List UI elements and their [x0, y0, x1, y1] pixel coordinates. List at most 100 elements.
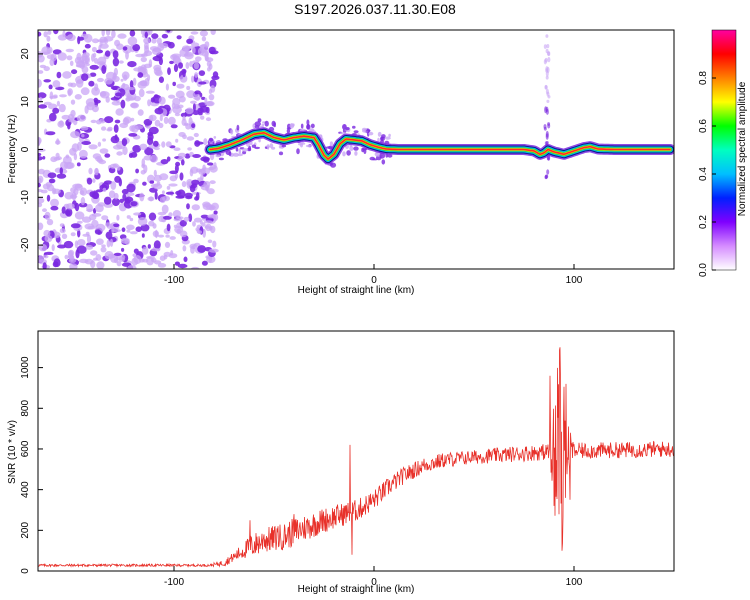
y-tick-label: -10 — [20, 190, 31, 205]
noise-speckle — [57, 244, 67, 249]
noise-speckle — [74, 94, 82, 100]
noise-speckle — [53, 258, 61, 268]
ridge-feature-speckle — [543, 126, 547, 131]
noise-speckle — [208, 248, 219, 253]
noise-speckle — [76, 239, 86, 247]
y-tick-label: 800 — [20, 400, 31, 417]
noise-speckle — [75, 249, 80, 259]
noise-speckle — [120, 99, 126, 109]
noise-speckle — [170, 124, 178, 129]
noise-speckle — [192, 154, 202, 158]
noise-speckle — [194, 141, 204, 145]
spectrogram-ridge — [204, 34, 674, 180]
noise-speckle — [212, 71, 219, 78]
noise-speckle — [62, 71, 72, 79]
noise-speckle — [141, 233, 145, 238]
ridge-halo-speckle — [306, 119, 310, 126]
ridge-halo-speckle — [213, 136, 217, 139]
noise-speckle — [105, 30, 111, 36]
y-tick-label: 10 — [20, 96, 31, 108]
noise-speckle — [50, 205, 59, 211]
noise-speckle — [147, 74, 151, 82]
noise-speckle — [148, 114, 157, 122]
ridge-halo-speckle — [329, 141, 333, 146]
noise-speckle — [175, 190, 182, 196]
noise-speckle — [163, 116, 169, 124]
noise-speckle — [190, 100, 197, 104]
noise-speckle — [38, 137, 41, 146]
noise-speckle — [43, 31, 48, 38]
noise-speckle — [67, 89, 72, 97]
noise-speckle — [114, 119, 121, 124]
noise-speckle — [46, 184, 55, 192]
noise-speckle — [48, 84, 53, 90]
ridge-feature-speckle — [544, 57, 548, 63]
noise-speckle — [74, 202, 80, 212]
ridge-feature-speckle — [545, 68, 549, 73]
noise-speckle — [105, 222, 111, 227]
noise-speckle — [90, 119, 97, 124]
ridge-halo-speckle — [300, 123, 304, 129]
ridge-halo-speckle — [278, 151, 284, 156]
ridge-halo-speckle — [289, 123, 294, 129]
noise-speckle — [38, 175, 44, 184]
noise-speckle — [189, 61, 193, 67]
noise-speckle — [110, 181, 117, 190]
x-tick-label: -100 — [164, 577, 184, 588]
noise-speckle — [199, 30, 208, 37]
noise-speckle — [52, 107, 60, 114]
ridge-halo-speckle — [266, 144, 270, 150]
noise-speckle — [140, 80, 147, 86]
y-tick-label: -20 — [20, 237, 31, 252]
ridge-halo-speckle — [330, 162, 337, 168]
noise-speckle — [153, 64, 162, 72]
noise-speckle — [149, 180, 155, 184]
noise-speckle — [81, 65, 89, 74]
noise-speckle — [82, 52, 90, 58]
noise-speckle — [42, 208, 47, 213]
noise-speckle — [59, 167, 63, 175]
ridge-halo-speckle — [273, 122, 277, 128]
noise-speckle — [179, 220, 187, 227]
noise-speckle — [205, 223, 212, 232]
noise-speckle — [105, 231, 113, 240]
noise-speckle — [179, 230, 188, 238]
noise-speckle — [88, 144, 98, 150]
noise-speckle — [109, 163, 118, 169]
noise-speckle — [164, 241, 171, 248]
noise-speckle — [99, 148, 109, 154]
noise-speckle — [107, 126, 113, 131]
noise-speckle — [64, 254, 69, 260]
ridge-halo-speckle — [325, 146, 332, 149]
noise-speckle — [198, 168, 206, 175]
y-tick-label: 20 — [20, 48, 31, 60]
noise-speckle — [165, 191, 175, 195]
noise-speckle — [150, 248, 161, 252]
noise-speckle — [154, 119, 161, 127]
noise-speckle — [155, 70, 163, 77]
noise-speckle — [156, 37, 162, 45]
ridge-feature-speckle — [545, 75, 549, 80]
noise-speckle — [189, 243, 198, 250]
noise-speckle — [186, 38, 194, 44]
ridge-halo-speckle — [258, 138, 261, 143]
noise-speckle — [186, 136, 195, 141]
noise-speckle — [41, 51, 50, 55]
noise-speckle — [133, 95, 141, 102]
noise-speckle — [47, 172, 57, 179]
noise-speckle — [148, 220, 155, 227]
ridge-halo-speckle — [361, 127, 367, 132]
noise-speckle — [184, 153, 191, 159]
noise-speckle — [182, 47, 187, 52]
noise-speckle — [144, 31, 148, 39]
noise-speckle — [111, 75, 120, 83]
noise-speckle — [86, 208, 94, 212]
spectrogram-y-axis-label: Frequency (Hz) — [7, 115, 18, 184]
noise-speckle — [108, 190, 116, 199]
noise-speckle — [117, 33, 127, 39]
noise-speckle — [101, 30, 105, 37]
noise-speckle — [181, 181, 187, 188]
noise-speckle — [132, 145, 142, 153]
ridge-feature-speckle — [544, 106, 548, 114]
